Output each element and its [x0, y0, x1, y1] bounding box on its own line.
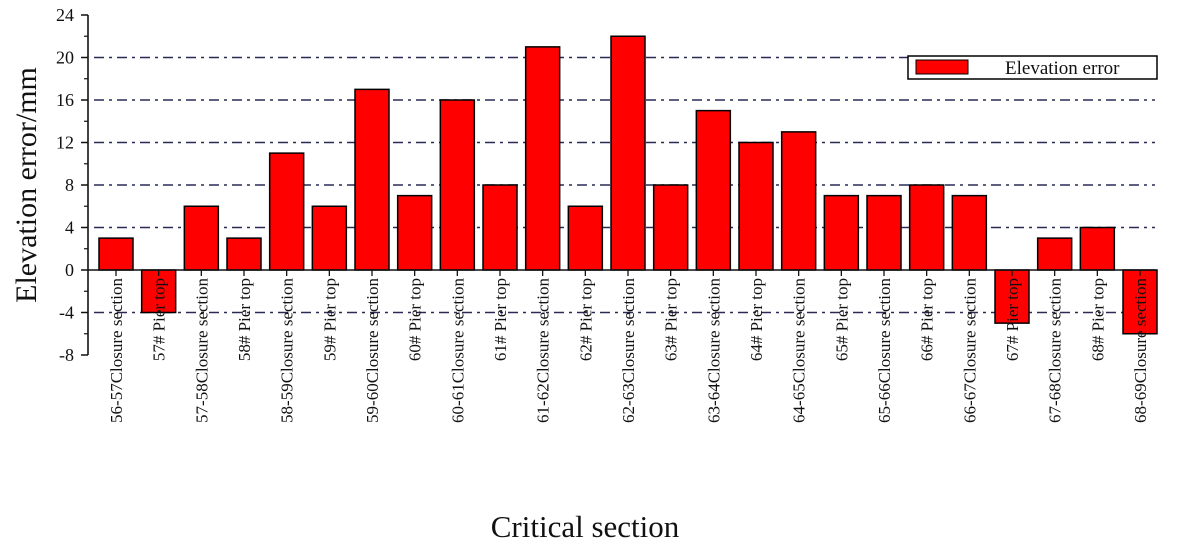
- x-category-label: 62# Pier top: [576, 278, 595, 361]
- x-category-label: 63-64Closure section: [704, 278, 723, 423]
- x-axis-label: Critical section: [491, 509, 680, 544]
- bar: [183, 205, 220, 271]
- bar: [994, 269, 1030, 324]
- y-tick-labels: -8 -4 0 4 8 12 16 20 24: [56, 5, 74, 365]
- y-tick-label: 8: [65, 175, 74, 195]
- bar: [226, 237, 262, 271]
- y-tick-label: 24: [56, 5, 74, 25]
- bar: [780, 131, 817, 271]
- x-category-label: 65# Pier top: [832, 278, 851, 361]
- x-category-labels: 56-57Closure section 57# Pier top 57-58Clo…: [107, 278, 1150, 423]
- bar: [567, 205, 604, 271]
- x-category-label: 58-59Closure section: [278, 278, 297, 423]
- x-category-label: 62-63Closure section: [619, 278, 638, 423]
- bar: [98, 237, 134, 271]
- bar: [354, 88, 390, 271]
- x-category-label: 67-68Closure section: [1046, 278, 1065, 423]
- y-axis-label: Elevation error/mm: [10, 67, 43, 303]
- bar: [823, 194, 860, 271]
- x-category-label: 60-61Closure section: [448, 278, 467, 423]
- bar: [652, 184, 689, 271]
- bar: [140, 269, 177, 314]
- x-category-label: 57-58Closure section: [192, 278, 211, 423]
- bar: [695, 109, 732, 271]
- bar: [908, 184, 945, 271]
- bar: [396, 194, 433, 271]
- x-category-label: 59# Pier top: [320, 278, 339, 361]
- bar: [524, 46, 561, 271]
- bar: [482, 184, 518, 271]
- bar: [311, 205, 348, 271]
- x-category-label: 59-60Closure section: [363, 278, 382, 423]
- x-category-label: 63# Pier top: [662, 278, 681, 361]
- bar: [738, 141, 774, 271]
- x-category-label: 61# Pier top: [491, 278, 510, 361]
- legend-box: [907, 55, 1158, 80]
- x-category-label: 68-69Closure section: [1131, 278, 1150, 423]
- x-category-label: 64-65Closure section: [790, 278, 809, 423]
- bar: [1079, 226, 1116, 271]
- y-tick-label: 16: [56, 90, 74, 110]
- bar: [1036, 237, 1073, 271]
- legend: Elevation error: [907, 55, 1158, 80]
- y-tick-label: 0: [65, 260, 74, 280]
- x-category-label: 67# Pier top: [1003, 278, 1022, 361]
- y-tick-label: 20: [56, 48, 74, 68]
- bar: [610, 35, 646, 271]
- x-category-label: 56-57Closure section: [107, 278, 126, 423]
- legend-swatch: [915, 59, 969, 75]
- x-category-label: 58# Pier top: [235, 278, 254, 361]
- bar: [439, 99, 476, 271]
- bars: [98, 35, 1158, 335]
- x-category-label: 61-62Closure section: [534, 278, 553, 423]
- x-category-label: 66-67Closure section: [960, 278, 979, 423]
- axes: [81, 14, 1155, 356]
- bar: [951, 194, 988, 271]
- bar: [268, 152, 305, 271]
- legend-label: Elevation error: [1005, 58, 1120, 79]
- x-category-label: 60# Pier top: [406, 278, 425, 361]
- x-category-label: 66# Pier top: [918, 278, 937, 361]
- y-tick-label: 12: [56, 133, 74, 153]
- x-category-label: 68# Pier top: [1088, 278, 1107, 361]
- x-category-label: 57# Pier top: [150, 278, 169, 361]
- y-tick-label: -4: [59, 303, 74, 323]
- y-tick-label: -8: [59, 345, 74, 365]
- bar: [866, 194, 902, 271]
- y-tick-label: 4: [65, 218, 74, 238]
- x-category-label: 64# Pier top: [747, 278, 766, 361]
- x-category-label: 65-66Closure section: [875, 278, 894, 423]
